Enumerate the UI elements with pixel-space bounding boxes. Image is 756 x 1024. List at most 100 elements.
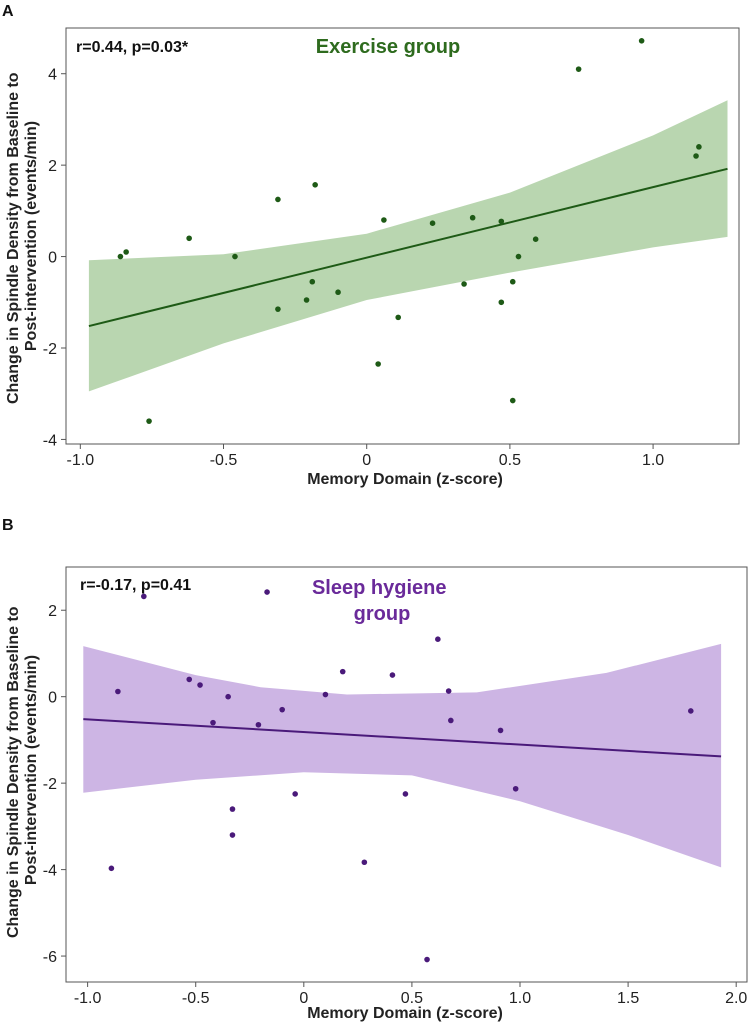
panel-b-x-tick-label: 2.0 <box>725 990 747 1007</box>
panel-b-y-label-line-1: Change in Spindle Density from Baseline … <box>5 606 22 938</box>
panel-b-data-point <box>141 593 147 600</box>
panel-b-y-tick-label: -6 <box>43 949 57 966</box>
panel-b-confidence-band-layer <box>83 643 722 868</box>
panel-a-points-layer <box>117 38 702 424</box>
panel-b-data-point <box>229 832 236 838</box>
panel-b-data-point <box>435 636 441 642</box>
panel-a-data-point <box>509 397 516 404</box>
panel-a-data-point <box>509 278 516 285</box>
panel-b-x-tick-label: 1.5 <box>617 990 639 1007</box>
panel-a-x-ticks: -1.0 -0.5 0 0.5 1.0 <box>67 444 664 469</box>
panel-a-y-tick-label: 4 <box>48 67 57 84</box>
panel-b-data-point <box>361 859 368 866</box>
panel-a-y-tick-label: -2 <box>43 341 57 358</box>
panel-b-x-ticks: -1.0 -0.5 0 0.5 1.0 1.5 2.0 <box>74 982 747 1007</box>
panel-a-y-tick-label: -4 <box>43 432 57 449</box>
panel-b-x-tick-label: -1.0 <box>74 990 102 1007</box>
panel-a-data-point <box>275 196 281 203</box>
panel-a-data-point <box>696 144 702 150</box>
panel-b-title-line-2: group <box>354 603 411 625</box>
panel-a-data-point <box>469 214 476 221</box>
panel-a-data-point <box>232 253 238 260</box>
panel-a-x-label: Memory Domain (z-score) <box>307 471 503 488</box>
panel-b-confidence-band <box>83 643 722 868</box>
panel-b-data-point <box>389 672 396 678</box>
panel-b-points-layer <box>108 589 694 963</box>
panel-a-data-point <box>186 235 192 242</box>
panel-b-x-tick-label: 1.0 <box>509 990 531 1007</box>
panel-a-title: Exercise group <box>316 36 461 58</box>
panel-b-y-tick-label: -2 <box>43 776 57 793</box>
panel-b-data-point <box>424 956 430 963</box>
panel-a-y-label-line-2: Post-intervention (events/min) <box>23 121 40 351</box>
panel-a-x-tick-label: 0.5 <box>499 452 521 469</box>
panel-b-data-point <box>322 691 329 698</box>
panel-a-plot-area <box>65 27 740 445</box>
panel-b-data-point <box>445 688 452 694</box>
panel-a-data-point <box>309 278 316 285</box>
panel-a-data-point <box>303 297 310 303</box>
panel-a-data-point <box>498 218 505 225</box>
panel-b-data-point <box>210 719 216 726</box>
panel-b-letter: B <box>2 517 14 534</box>
panel-b-data-point <box>402 791 409 797</box>
panel-a-data-point <box>461 281 467 287</box>
panel-a-y-tick-label: 2 <box>48 158 57 175</box>
panel-a-data-point <box>395 314 402 321</box>
panel-a-x-tick-label: 1.0 <box>642 452 664 469</box>
panel-b-y-label-line-2: Post-intervention (events/min) <box>23 655 40 885</box>
panel-a-data-point <box>515 253 522 260</box>
panel-a-data-point <box>575 66 582 72</box>
panel-a-x-tick-label: 0 <box>362 452 371 469</box>
panel-b: B -1.0 -0.5 0 0.5 1.0 1.5 2.0 -6 -4 -2 0 2 r=-0.17… <box>2 517 748 1022</box>
panel-b-y-label: Change in Spindle Density from Baseline … <box>5 602 40 938</box>
panel-b-data-point <box>512 785 519 792</box>
panel-a-data-point <box>638 38 645 44</box>
panel-a-data-point <box>335 289 341 296</box>
panel-b-y-tick-label: -4 <box>43 863 57 880</box>
panel-a-data-point <box>375 361 381 367</box>
panel-b-data-point <box>229 806 236 812</box>
panel-b-stat-text: r=-0.17, p=0.41 <box>80 577 191 594</box>
panel-a-y-ticks: -4 -2 0 2 4 <box>43 67 66 449</box>
panel-a-y-tick-label: 0 <box>48 250 57 267</box>
panel-a: A -1.0 -0.5 0 0.5 1.0 -4 -2 0 2 4 r=0.44, p=0.03… <box>2 3 740 488</box>
panel-b-data-point <box>339 668 346 675</box>
panel-a-data-point <box>312 182 318 188</box>
panel-a-fit-line <box>88 167 728 328</box>
panel-b-data-point <box>115 688 121 695</box>
panel-b-y-tick-label: 2 <box>48 603 57 620</box>
panel-b-plot-area <box>65 566 748 983</box>
panel-b-data-point <box>255 721 262 728</box>
panel-b-title: Sleep hygiene group <box>312 577 452 625</box>
panel-b-y-tick-label: 0 <box>48 690 57 707</box>
panel-a-x-tick-label: -1.0 <box>67 452 95 469</box>
panel-a-data-point <box>146 418 152 424</box>
panel-a-x-tick-label: -0.5 <box>210 452 238 469</box>
panel-a-data-point <box>275 306 281 312</box>
panel-b-y-ticks: -6 -4 -2 0 2 <box>43 603 66 966</box>
panel-b-data-point <box>225 693 231 700</box>
panel-a-data-point <box>498 299 505 306</box>
panel-b-x-tick-label: 0.5 <box>401 990 423 1007</box>
panel-b-x-tick-label: 0 <box>299 990 308 1007</box>
panel-b-fit-line-layer <box>83 718 722 758</box>
panel-a-data-point <box>532 236 539 242</box>
panel-a-y-label: Change in Spindle Density from Baseline … <box>5 68 40 404</box>
panel-b-data-point <box>497 727 504 734</box>
panel-a-y-label-line-1: Change in Spindle Density from Baseline … <box>5 72 22 404</box>
panel-b-data-point <box>108 865 115 872</box>
panel-a-data-point <box>381 217 387 223</box>
panel-a-letter: A <box>2 3 14 20</box>
panel-a-confidence-band-layer <box>88 100 728 392</box>
panel-b-x-label: Memory Domain (z-score) <box>307 1005 503 1022</box>
panel-b-data-point <box>186 676 193 683</box>
panel-a-data-point <box>429 220 436 226</box>
panel-b-data-point <box>279 706 285 713</box>
panel-a-data-point <box>693 153 699 159</box>
panel-a-data-point <box>123 249 129 255</box>
panel-b-data-point <box>197 682 203 688</box>
panel-a-data-point <box>117 253 124 260</box>
panel-b-x-tick-label: -0.5 <box>182 990 210 1007</box>
